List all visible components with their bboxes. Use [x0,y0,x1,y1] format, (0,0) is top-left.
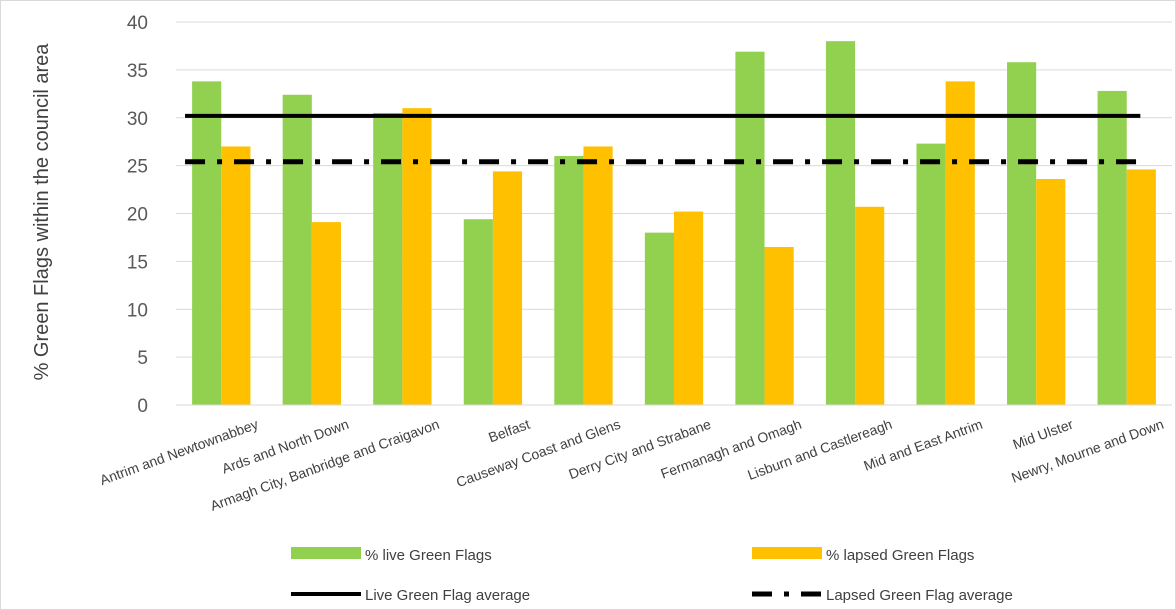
bar-live [282,94,312,406]
bar-live [825,41,856,406]
legend-swatch [291,547,361,559]
y-tick-label: 20 [127,205,148,226]
bar-lapsed [855,206,885,405]
y-tick-label: 35 [127,61,148,82]
legend-live-average: Live Green Flag average [291,587,530,604]
bar-lapsed [492,171,523,405]
bar-live [373,112,403,406]
y-tick-label: 0 [137,396,148,417]
legend-lapsed-flags: % lapsed Green Flags [752,547,974,564]
legend-swatch [752,547,822,559]
legend: % live Green Flags % lapsed Green Flags Li… [291,547,1013,604]
legend-label: Live Green Flag average [365,587,530,604]
bar-live [192,81,222,406]
legend-lapsed-average: Lapsed Green Flag average [752,587,1013,604]
bar-live [735,51,765,406]
bar-lapsed [674,211,704,405]
y-tick-label: 30 [127,109,148,130]
y-tick-label: 10 [127,300,148,321]
bar-live [554,156,584,405]
bar-lapsed [402,108,432,406]
bars [192,41,1156,406]
legend-label: % live Green Flags [365,547,492,564]
bar-lapsed [221,146,251,405]
y-tick-label: 40 [127,13,148,34]
legend-label: Lapsed Green Flag average [826,587,1013,604]
average-lines [185,113,1141,165]
bar-live [463,219,493,405]
y-axis-ticks: 0 5 10 15 20 25 30 35 40 [127,13,148,417]
legend-live-flags: % live Green Flags [291,547,492,564]
bar-live [916,143,946,406]
bar-lapsed [1036,179,1066,405]
bar-live [644,232,674,405]
bar-lapsed [1126,169,1156,405]
bar-live [1007,62,1037,406]
y-tick-label: 5 [137,348,148,369]
bar-lapsed [764,247,794,405]
bar-lapsed [583,146,613,405]
bar-lapsed [311,222,341,405]
bar-lapsed [945,81,975,406]
legend-label: % lapsed Green Flags [826,547,974,564]
y-tick-label: 25 [127,157,148,178]
y-tick-label: 15 [127,252,148,273]
bar-live [1097,90,1127,405]
y-axis-label: % Green Flags within the council area [31,43,53,381]
